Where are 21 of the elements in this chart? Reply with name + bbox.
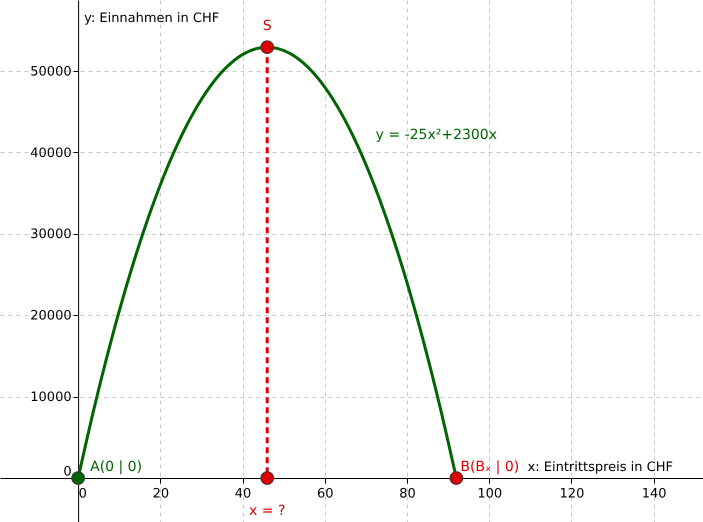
annotation: B(Bₓ | 0) [460, 459, 520, 476]
x-tick-label: 80 [399, 486, 416, 502]
x-tick-label: 40 [234, 486, 252, 502]
y-tick-label: 40000 [30, 146, 72, 161]
x-tick-label: 0 [78, 486, 87, 502]
annotation: x = ? [249, 503, 286, 520]
annotation: A(0 | 0) [90, 459, 142, 476]
x-axis-title: x: Eintrittspreis in CHF [528, 460, 673, 476]
x-tick-label: 20 [152, 486, 170, 502]
annotation: y = -25x²+2300x [376, 126, 497, 143]
x-tick-label: 120 [560, 486, 584, 502]
x-tick-label: 140 [642, 486, 667, 502]
y-tick-label: 20000 [30, 308, 72, 324]
y-tick-label: 50000 [30, 64, 72, 80]
y-tick-label: 0 [63, 464, 72, 480]
x-tick-label: 60 [317, 486, 334, 502]
y-tick-label: 30000 [30, 227, 72, 242]
y-tick-label: 10000 [30, 390, 72, 406]
x-tick-label: 100 [477, 486, 502, 502]
annotation: S [262, 18, 272, 34]
y-axis-title: y: Einnahmen in CHF [84, 11, 220, 26]
